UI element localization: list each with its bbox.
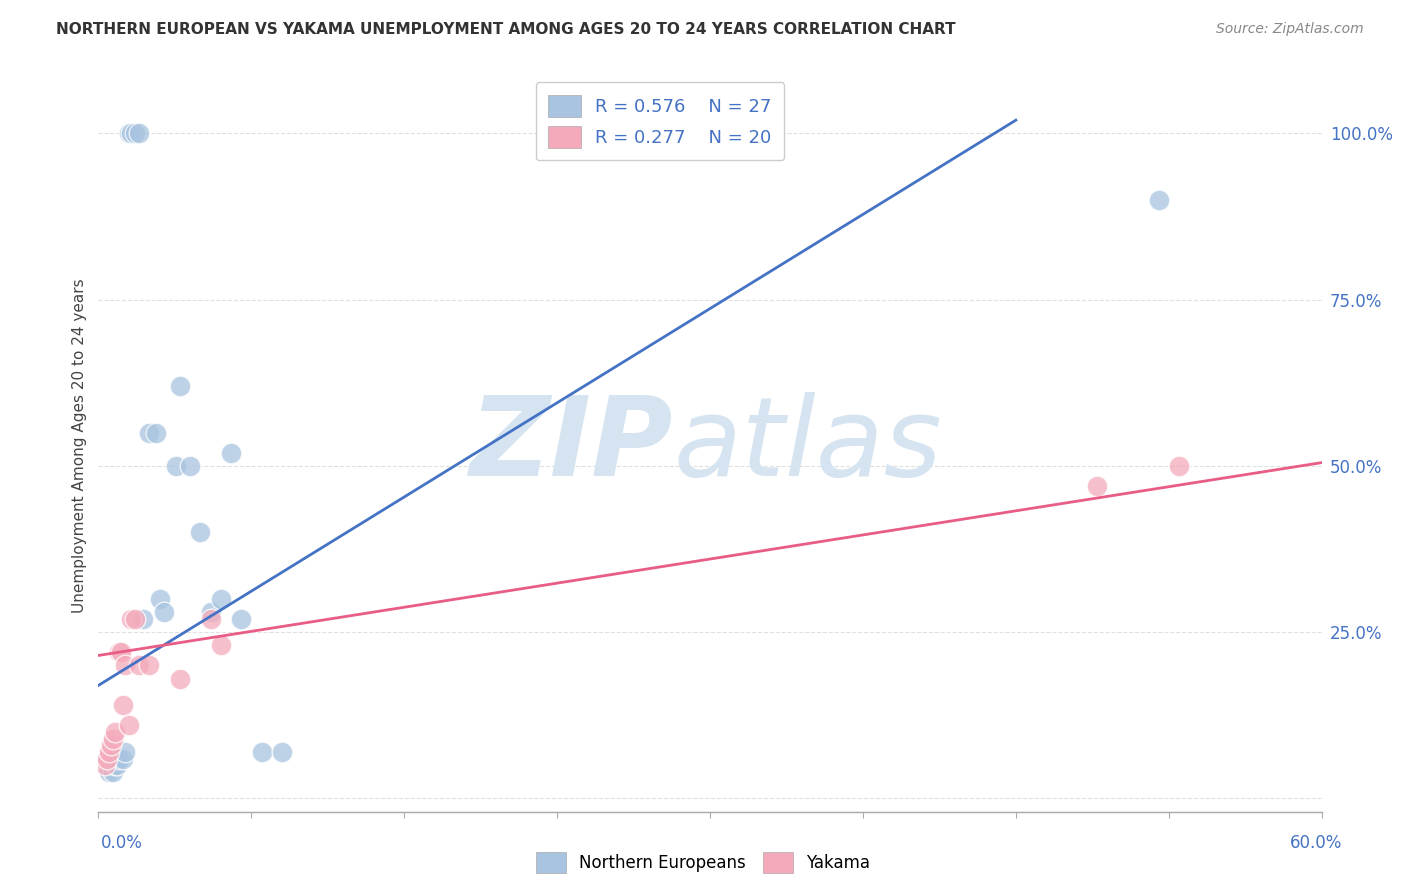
Point	[100, 738, 122, 752]
Text: atlas: atlas	[673, 392, 942, 500]
Point	[1085, 479, 1108, 493]
Point	[93, 758, 115, 772]
Point	[138, 425, 160, 440]
Legend: Northern Europeans, Yakama: Northern Europeans, Yakama	[529, 846, 877, 880]
Point	[101, 731, 124, 746]
Point	[97, 745, 120, 759]
Y-axis label: Unemployment Among Ages 20 to 24 years: Unemployment Among Ages 20 to 24 years	[72, 278, 87, 614]
Point	[169, 672, 191, 686]
Point	[165, 458, 187, 473]
Point	[1147, 193, 1170, 207]
Point	[209, 591, 232, 606]
Point	[114, 745, 136, 759]
Point	[1167, 458, 1189, 473]
Text: Source: ZipAtlas.com: Source: ZipAtlas.com	[1216, 22, 1364, 37]
Point	[138, 658, 160, 673]
Point	[270, 745, 294, 759]
Point	[120, 612, 142, 626]
Text: NORTHERN EUROPEAN VS YAKAMA UNEMPLOYMENT AMONG AGES 20 TO 24 YEARS CORRELATION C: NORTHERN EUROPEAN VS YAKAMA UNEMPLOYMENT…	[56, 22, 956, 37]
Point	[128, 127, 150, 141]
Point	[108, 751, 131, 765]
Point	[120, 127, 142, 141]
Point	[118, 718, 141, 732]
Point	[209, 639, 232, 653]
Point	[179, 458, 201, 473]
Point	[124, 612, 146, 626]
Point	[118, 127, 141, 141]
Legend: R = 0.576    N = 27, R = 0.277    N = 20: R = 0.576 N = 27, R = 0.277 N = 20	[536, 82, 785, 161]
Point	[132, 612, 155, 626]
Point	[145, 425, 167, 440]
Point	[97, 764, 120, 779]
Text: 60.0%: 60.0%	[1291, 834, 1343, 852]
Point	[128, 658, 150, 673]
Point	[188, 525, 212, 540]
Point	[200, 612, 222, 626]
Point	[200, 605, 222, 619]
Text: 0.0%: 0.0%	[101, 834, 143, 852]
Point	[108, 645, 131, 659]
Point	[104, 725, 127, 739]
Point	[111, 751, 134, 765]
Point	[250, 745, 273, 759]
Point	[101, 764, 124, 779]
Point	[111, 698, 134, 713]
Text: ZIP: ZIP	[470, 392, 673, 500]
Point	[114, 658, 136, 673]
Point	[219, 445, 242, 459]
Point	[104, 758, 127, 772]
Point	[105, 758, 128, 772]
Point	[124, 127, 146, 141]
Point	[169, 379, 191, 393]
Point	[96, 751, 118, 765]
Point	[149, 591, 172, 606]
Point	[110, 645, 132, 659]
Point	[231, 612, 253, 626]
Point	[152, 605, 174, 619]
